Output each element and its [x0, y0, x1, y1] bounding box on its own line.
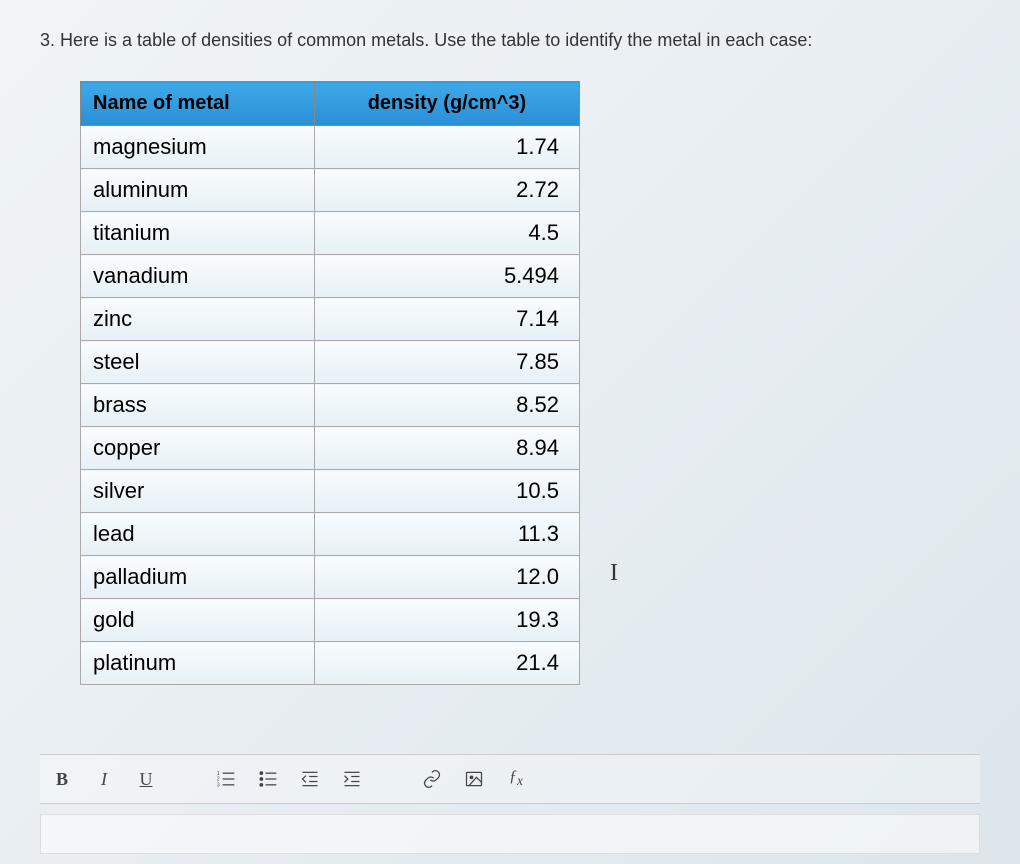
metal-name-cell: zinc — [81, 298, 315, 341]
link-button[interactable] — [420, 767, 444, 791]
density-table: Name of metal density (g/cm^3) magnesium… — [80, 81, 580, 685]
bold-button[interactable]: B — [50, 767, 74, 791]
question-text: 3. Here is a table of densities of commo… — [40, 30, 980, 51]
metal-name-cell: lead — [81, 513, 315, 556]
table-row: zinc7.14 — [81, 298, 580, 341]
answer-input-area[interactable] — [40, 814, 980, 854]
table-row: brass8.52 — [81, 384, 580, 427]
density-cell: 8.94 — [314, 427, 579, 470]
density-cell: 4.5 — [314, 212, 579, 255]
density-cell: 5.494 — [314, 255, 579, 298]
table-row: magnesium1.74 — [81, 126, 580, 169]
density-cell: 11.3 — [314, 513, 579, 556]
formula-button[interactable]: ƒx — [504, 767, 528, 791]
metal-name-cell: vanadium — [81, 255, 315, 298]
table-row: platinum21.4 — [81, 642, 580, 685]
density-table-container: Name of metal density (g/cm^3) magnesium… — [80, 81, 580, 685]
table-row: copper8.94 — [81, 427, 580, 470]
density-cell: 21.4 — [314, 642, 579, 685]
density-cell: 19.3 — [314, 599, 579, 642]
editor-toolbar: B I U 1 2 3 — [40, 754, 980, 804]
table-row: palladium12.0 — [81, 556, 580, 599]
metal-name-cell: titanium — [81, 212, 315, 255]
italic-button[interactable]: I — [92, 767, 116, 791]
density-cell: 7.85 — [314, 341, 579, 384]
table-row: gold19.3 — [81, 599, 580, 642]
formula-label: ƒx — [509, 768, 523, 789]
link-icon — [422, 769, 442, 789]
table-row: silver10.5 — [81, 470, 580, 513]
metal-name-cell: steel — [81, 341, 315, 384]
outdent-button[interactable] — [298, 767, 322, 791]
bullet-list-icon — [258, 769, 278, 789]
image-icon — [464, 769, 484, 789]
svg-text:3: 3 — [217, 783, 220, 789]
indent-button[interactable] — [340, 767, 364, 791]
density-cell: 2.72 — [314, 169, 579, 212]
metal-name-cell: brass — [81, 384, 315, 427]
table-row: steel7.85 — [81, 341, 580, 384]
metal-name-cell: magnesium — [81, 126, 315, 169]
numbered-list-icon: 1 2 3 — [216, 769, 236, 789]
density-cell: 12.0 — [314, 556, 579, 599]
table-row: vanadium5.494 — [81, 255, 580, 298]
outdent-icon — [300, 769, 320, 789]
indent-icon — [342, 769, 362, 789]
image-button[interactable] — [462, 767, 486, 791]
question-number: 3. — [40, 30, 55, 50]
underline-button[interactable]: U — [134, 767, 158, 791]
header-name: Name of metal — [81, 82, 315, 126]
text-cursor-icon: I — [610, 560, 618, 587]
density-cell: 1.74 — [314, 126, 579, 169]
question-body: Here is a table of densities of common m… — [60, 30, 812, 50]
metal-name-cell: gold — [81, 599, 315, 642]
numbered-list-button[interactable]: 1 2 3 — [214, 767, 238, 791]
metal-name-cell: silver — [81, 470, 315, 513]
bullet-list-button[interactable] — [256, 767, 280, 791]
table-row: titanium4.5 — [81, 212, 580, 255]
metal-name-cell: aluminum — [81, 169, 315, 212]
table-row: aluminum2.72 — [81, 169, 580, 212]
table-header-row: Name of metal density (g/cm^3) — [81, 82, 580, 126]
header-density: density (g/cm^3) — [314, 82, 579, 126]
density-cell: 10.5 — [314, 470, 579, 513]
metal-name-cell: copper — [81, 427, 315, 470]
table-row: lead11.3 — [81, 513, 580, 556]
density-cell: 8.52 — [314, 384, 579, 427]
metal-name-cell: platinum — [81, 642, 315, 685]
density-cell: 7.14 — [314, 298, 579, 341]
metal-name-cell: palladium — [81, 556, 315, 599]
